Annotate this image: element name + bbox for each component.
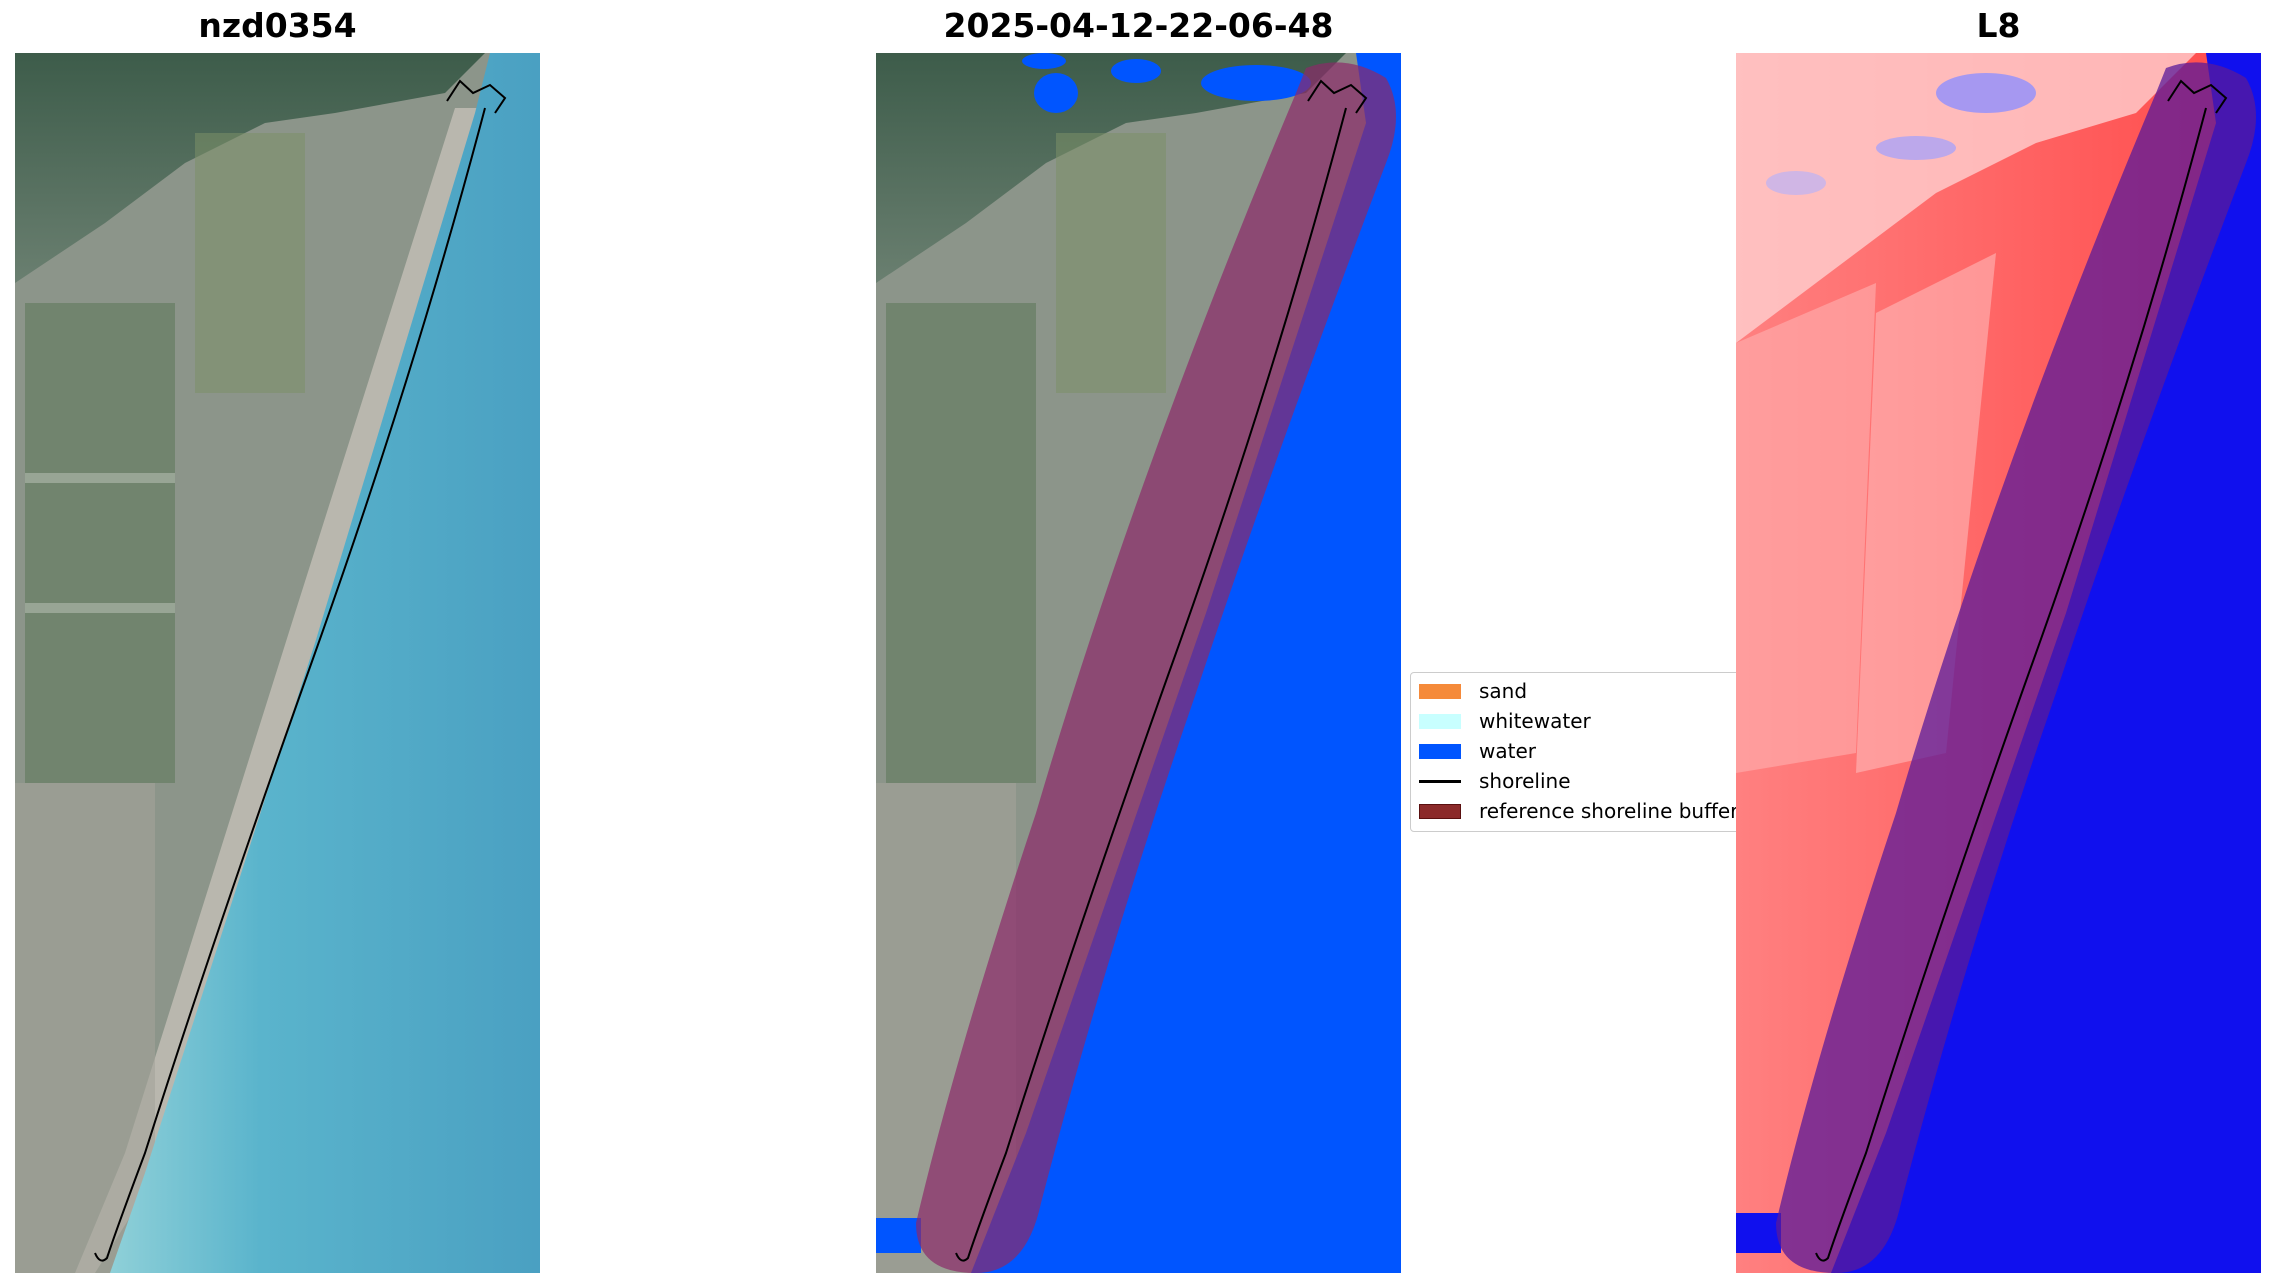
legend-item-water: water — [1419, 738, 1536, 764]
l8-image-panel — [1736, 53, 2261, 1273]
whitewater-swatch — [1419, 713, 1461, 729]
legend-label-buffer: reference shoreline buffer — [1479, 799, 1739, 823]
legend-label-whitewater: whitewater — [1479, 709, 1591, 733]
legend: sand whitewater water shoreline referenc… — [1410, 672, 1740, 832]
reference-buffer — [916, 62, 1396, 1273]
classified-image-panel — [876, 53, 1401, 1273]
legend-item-buffer: reference shoreline buffer — [1419, 798, 1738, 824]
panel-title-rgb: nzd0354 — [198, 6, 357, 45]
legend-item-whitewater: whitewater — [1419, 708, 1591, 734]
water-swatch — [1419, 743, 1461, 759]
buffer-swatch — [1419, 803, 1461, 819]
sand-swatch — [1419, 683, 1461, 699]
legend-item-sand: sand — [1419, 678, 1527, 704]
l8-image — [1736, 53, 2261, 1273]
panel-title-mndwi: L8 — [1976, 6, 2021, 45]
rgb-image-panel — [15, 53, 540, 1273]
legend-label-shoreline: shoreline — [1479, 769, 1571, 793]
legend-label-water: water — [1479, 739, 1536, 763]
rgb-image — [15, 53, 540, 1273]
classified-image — [876, 53, 1401, 1273]
shoreline-swatch — [1419, 779, 1461, 783]
legend-label-sand: sand — [1479, 679, 1528, 703]
legend-item-shoreline: shoreline — [1419, 768, 1571, 794]
shoreline-line — [94, 107, 486, 1262]
panel-title-classified: 2025-04-12-22-06-48 — [943, 6, 1334, 45]
